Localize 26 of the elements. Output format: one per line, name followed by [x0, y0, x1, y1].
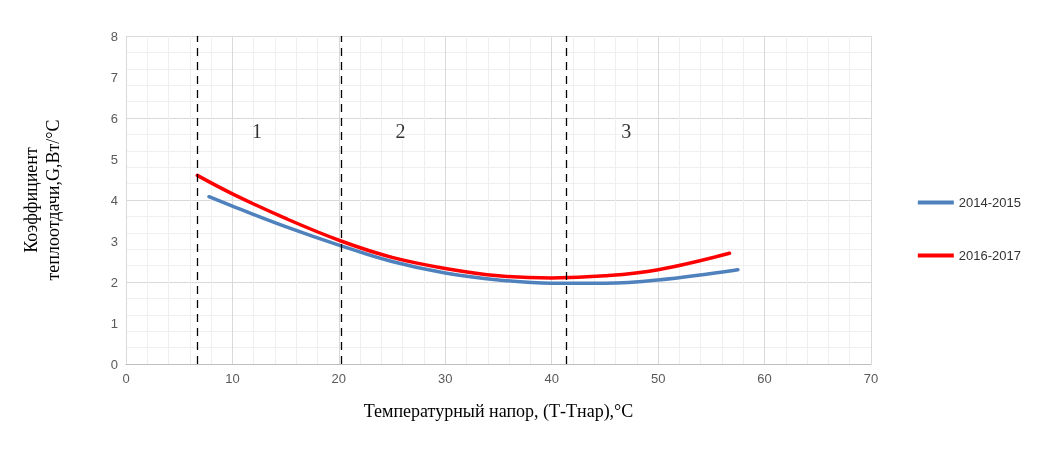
y-tick-label: 5	[110, 151, 118, 167]
legend-label: 2016-2017	[958, 248, 1021, 263]
annotation: 3	[621, 120, 632, 143]
x-tick-label: 20	[331, 371, 347, 386]
x-axis-title: Температурный напор, (Т-Тнар),°С	[363, 401, 634, 422]
line-series	[207, 194, 740, 285]
y-tick-label: 2	[110, 274, 118, 290]
x-tick-label: 50	[650, 371, 666, 386]
annotation: 2	[395, 120, 406, 143]
x-tick-label: 10	[225, 371, 240, 386]
y-tick-label: 7	[110, 69, 118, 85]
x-tick-label: 40	[544, 371, 559, 386]
x-tick-label: 30	[438, 371, 453, 386]
legend-label: 2014-2015	[958, 195, 1021, 210]
y-tick-label: 6	[110, 110, 118, 126]
annotation: 1	[251, 120, 262, 143]
y-tick-label: 1	[110, 315, 118, 331]
line-series	[195, 173, 732, 280]
y-axis-title: Коэффициент теплоотдачи,G,Вт/°С	[21, 119, 63, 281]
y-tick-label: 4	[110, 192, 118, 208]
x-tick-label: 60	[757, 371, 772, 386]
y-tick-label: 8	[110, 28, 118, 44]
x-tick-label: 70	[863, 371, 879, 386]
y-tick-label: 0	[110, 356, 118, 372]
y-tick-label: 3	[110, 233, 118, 249]
x-tick-label: 0	[122, 371, 130, 386]
